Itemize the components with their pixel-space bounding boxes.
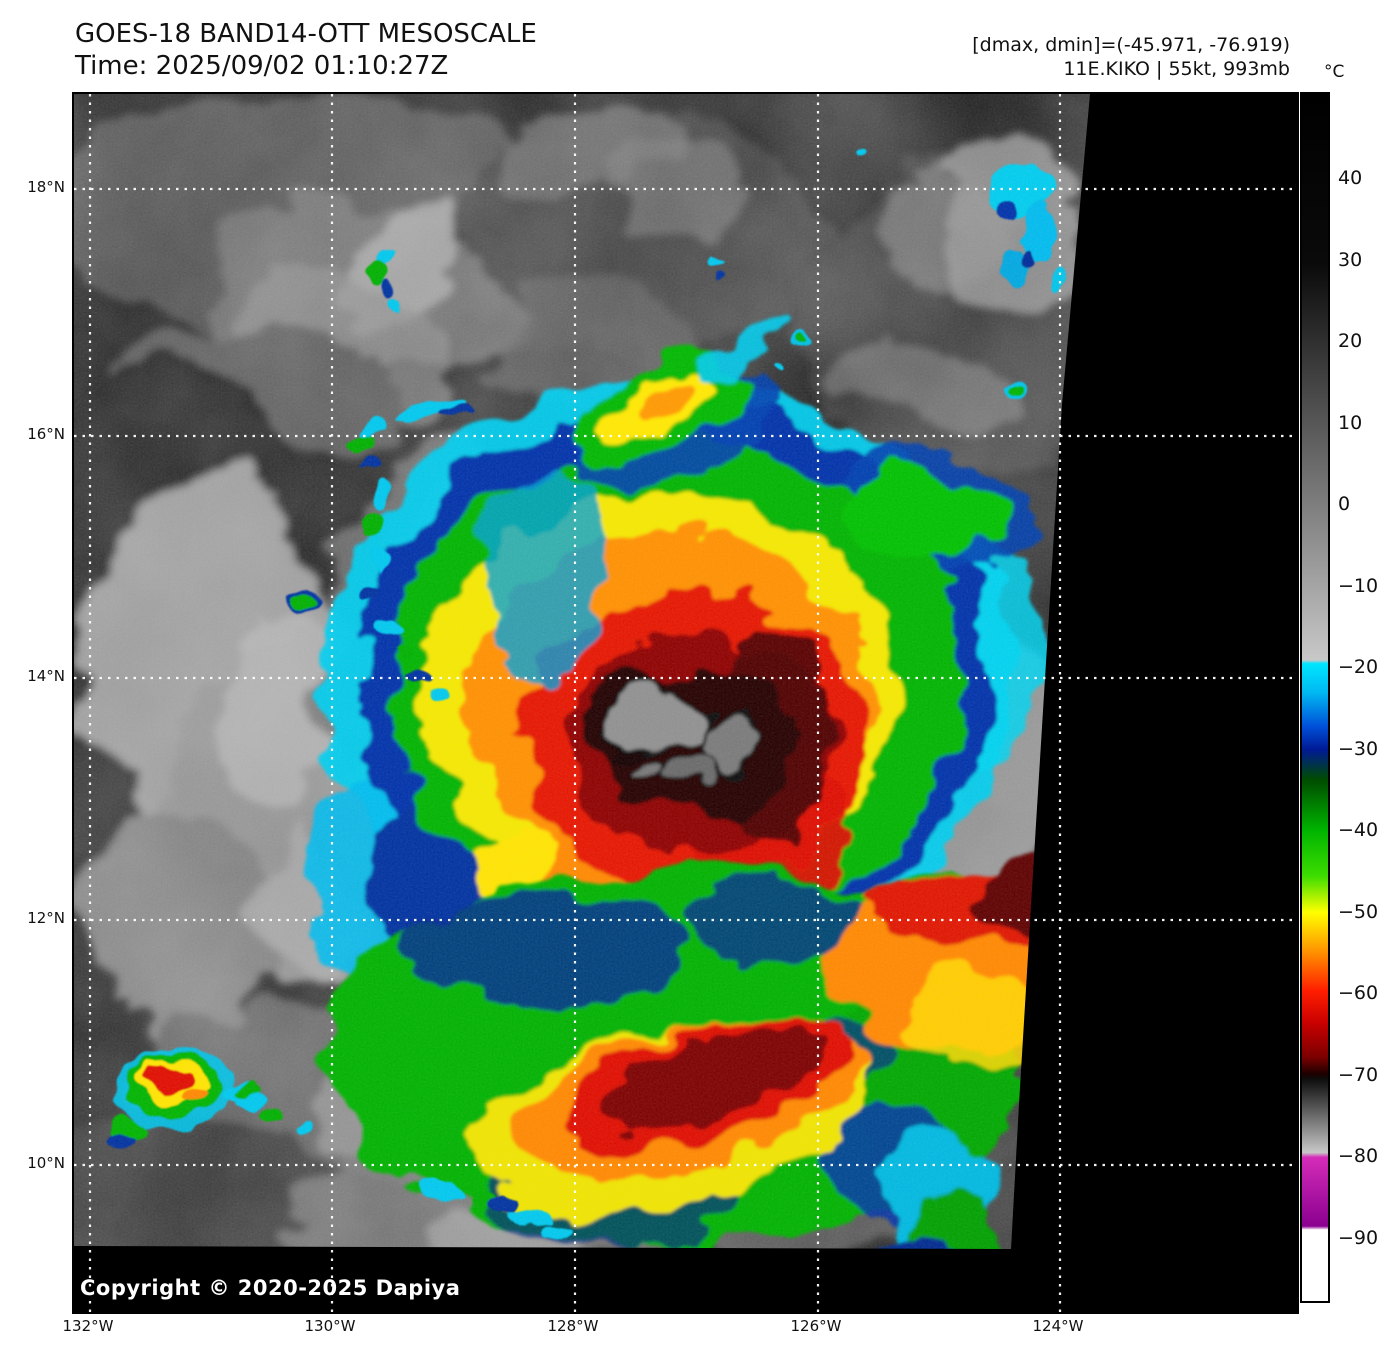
lon-label-124w: 124°W — [1032, 1317, 1084, 1335]
lon-label-128w: 128°W — [547, 1317, 599, 1335]
colorbar-tick-label: 20 — [1338, 330, 1363, 352]
lat-label-10n: 10°N — [27, 1154, 65, 1172]
colorbar-tick-label: −40 — [1338, 819, 1379, 841]
copyright-label: Copyright © 2020-2025 Dapiya — [80, 1276, 461, 1300]
colorbar-tick-label: −90 — [1338, 1227, 1379, 1249]
lat-label-16n: 16°N — [27, 425, 65, 443]
colorbar-tick-label: −20 — [1338, 656, 1379, 678]
lat-label-14n: 14°N — [27, 667, 65, 685]
colorbar-tick-label: 10 — [1338, 412, 1363, 434]
no-data-region — [74, 94, 1297, 1312]
storm-info-label: 11E.KIKO | 55kt, 993mb — [1063, 58, 1290, 80]
satellite-map: Copyright © 2020-2025 Dapiya — [72, 92, 1299, 1314]
colorbar-tick-label: −30 — [1338, 738, 1379, 760]
colorbar-tick-label: −60 — [1338, 982, 1379, 1004]
colorbar-tick-label: −70 — [1338, 1064, 1379, 1086]
lon-label-126w: 126°W — [790, 1317, 842, 1335]
satellite-scene — [74, 94, 1297, 1312]
colorbar-tick-label: −80 — [1338, 1145, 1379, 1167]
colorbar-tick-label: 30 — [1338, 249, 1363, 271]
colorbar-tick-label: −10 — [1338, 575, 1379, 597]
product-time: Time: 2025/09/02 01:10:27Z — [75, 51, 449, 81]
lat-label-12n: 12°N — [27, 909, 65, 927]
lon-label-132w: 132°W — [62, 1317, 114, 1335]
dmax-dmin-label: [dmax, dmin]=(-45.971, -76.919) — [972, 34, 1290, 56]
product-title: GOES-18 BAND14-OTT MESOSCALE — [75, 19, 537, 49]
colorbar-tick-label: −50 — [1338, 901, 1379, 923]
colorbar-unit-label: °C — [1324, 62, 1345, 82]
lat-label-18n: 18°N — [27, 178, 65, 196]
temperature-colorbar — [1300, 92, 1330, 1303]
lon-label-130w: 130°W — [304, 1317, 356, 1335]
colorbar-tick-label: 0 — [1338, 493, 1351, 515]
colorbar-tick-label: 40 — [1338, 167, 1363, 189]
